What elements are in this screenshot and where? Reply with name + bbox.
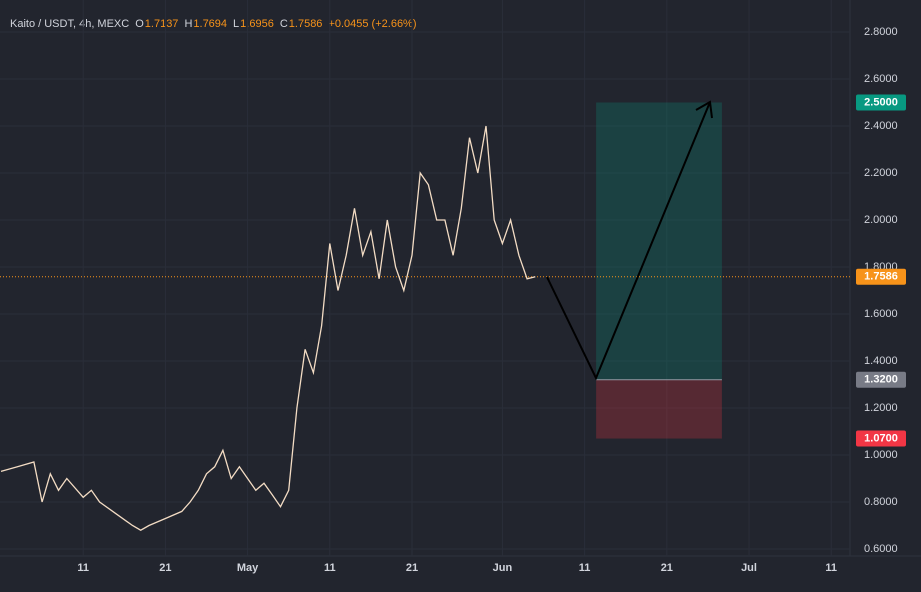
arrow-head: [695, 100, 713, 119]
legend-item: 1.7694: [193, 18, 227, 30]
y-tick-label: 1.2000: [864, 402, 898, 414]
x-tick-label: 11: [825, 562, 837, 574]
legend-item: L: [233, 18, 239, 30]
y-tick-label: 2.6000: [864, 73, 898, 85]
x-tick-label: 21: [661, 562, 673, 574]
legend-item: 1.7586: [289, 18, 323, 30]
legend-item: C: [280, 18, 288, 30]
y-tick-label: 1.0000: [864, 449, 898, 461]
x-tick-label: 11: [324, 562, 336, 574]
price-tag: [856, 94, 906, 111]
x-tick-label: Jul: [741, 562, 757, 574]
profit-zone: [596, 102, 722, 380]
y-tick-label: 1.6000: [864, 308, 898, 320]
loss-zone: [596, 379, 722, 439]
price-tag-label: 1.3200: [864, 374, 898, 386]
price-tag-label: 2.5000: [864, 96, 898, 108]
symbol: Kaito / USDT, 4h, MEXC: [10, 18, 129, 30]
x-tick-label: Jun: [493, 562, 513, 574]
y-tick-label: 1.4000: [864, 355, 898, 367]
price-tag: [856, 371, 906, 388]
x-tick-label: 21: [159, 562, 171, 574]
legend-item: 1.6956: [240, 18, 274, 30]
y-tick-label: 0.6000: [864, 543, 898, 555]
x-tick-label: 21: [406, 562, 418, 574]
legend-item: O: [135, 18, 144, 30]
legend-item: H: [184, 18, 192, 30]
y-tick-label: 2.4000: [864, 120, 898, 132]
y-tick-label: 2.2000: [864, 167, 898, 179]
x-tick-label: 11: [77, 562, 89, 574]
x-tick-label: May: [237, 562, 259, 574]
price-tag: [856, 268, 906, 285]
y-tick-label: 0.8000: [864, 496, 898, 508]
x-tick-label: 11: [579, 562, 591, 574]
legend: Kaito / USDT, 4h, MEXC O 1.7137 H 1.7694 L 1.…: [10, 18, 417, 30]
y-tick-label: 2.0000: [864, 214, 898, 226]
legend-item: +0.0455 (+2.66%): [328, 18, 416, 30]
forecast-arrow: [546, 101, 711, 381]
price-tag-label: 1.0700: [864, 432, 898, 444]
price-line: [0, 125, 536, 531]
y-tick-label: 2.8000: [864, 26, 898, 38]
legend-item: 1.7137: [145, 18, 179, 30]
price-tag: [856, 430, 906, 447]
price-tag-label: 1.7586: [864, 271, 898, 283]
